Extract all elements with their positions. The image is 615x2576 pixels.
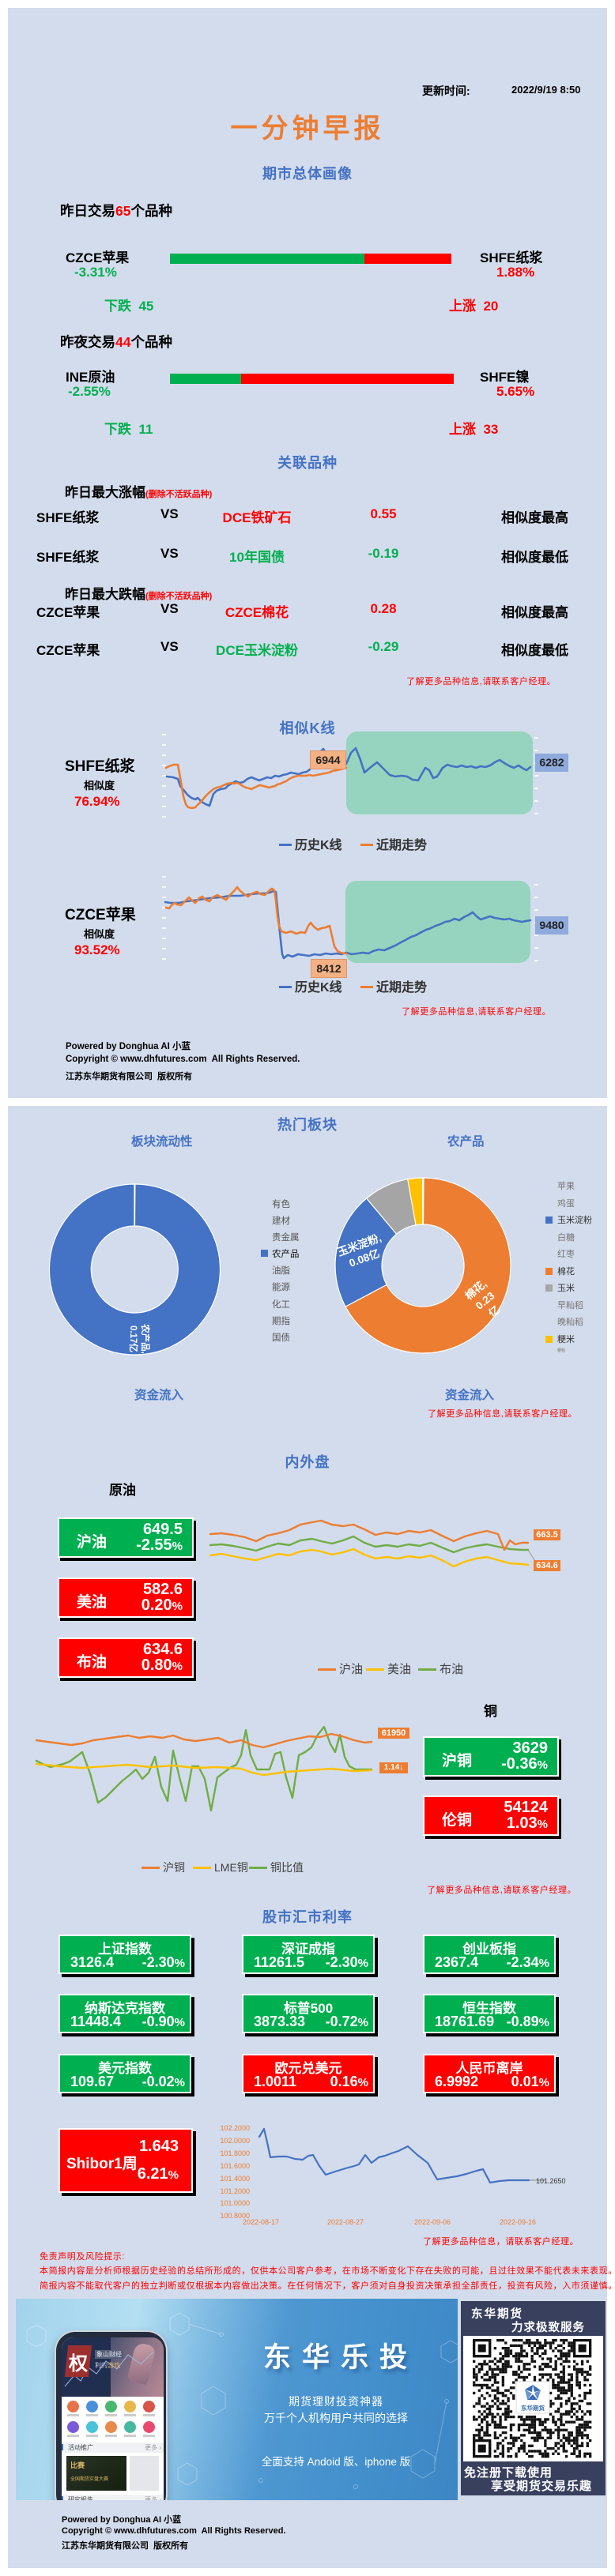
svg-text:东华期货: 东华期货 bbox=[521, 2404, 545, 2412]
